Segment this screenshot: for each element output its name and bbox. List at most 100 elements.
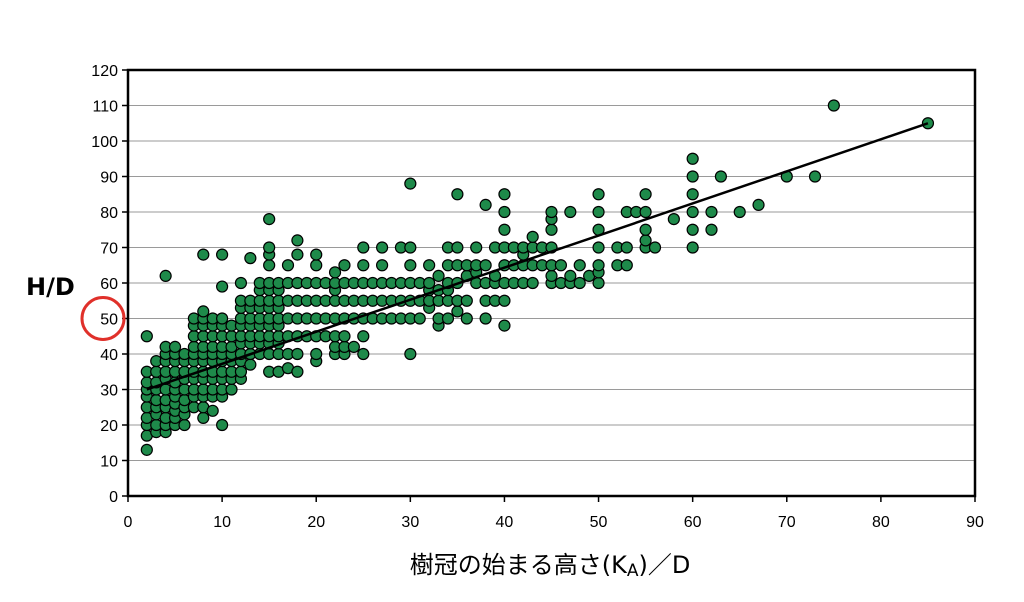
- data-point: [244, 252, 257, 265]
- y-tick-label: 40: [100, 347, 118, 364]
- y-tick-label: 50: [100, 312, 118, 329]
- data-point: [554, 259, 568, 272]
- data-point: [404, 259, 417, 272]
- plot-area-frame: [126, 68, 977, 498]
- data-point: [451, 241, 464, 254]
- data-point: [404, 177, 417, 190]
- data-point: [357, 330, 370, 343]
- data-point: [592, 259, 605, 272]
- data-point: [216, 312, 229, 325]
- y-tick-label: 20: [100, 418, 118, 435]
- y-tick-label: 60: [100, 276, 118, 293]
- data-point: [667, 213, 680, 226]
- data-point: [281, 259, 295, 272]
- data-point: [573, 259, 586, 272]
- x-tick-label: 80: [872, 514, 890, 531]
- data-point: [263, 259, 276, 272]
- data-point: [357, 347, 370, 361]
- data-point: [291, 248, 304, 261]
- data-point: [423, 276, 436, 290]
- data-point: [216, 248, 229, 261]
- y-tick-label: 10: [100, 454, 118, 471]
- data-point: [639, 234, 652, 247]
- y-tick-label: 80: [100, 205, 118, 222]
- data-point: [263, 241, 276, 254]
- data-point: [291, 347, 304, 361]
- x-axis-label: 樹冠の始まる高さ(KA)／D: [410, 551, 691, 581]
- y-tick-label: 0: [109, 489, 118, 506]
- data-point: [686, 188, 699, 201]
- data-point: [564, 205, 577, 219]
- data-point: [592, 241, 605, 254]
- data-point: [639, 223, 652, 236]
- data-point: [620, 259, 633, 272]
- data-point: [413, 312, 426, 325]
- data-point: [423, 259, 436, 272]
- data-point: [827, 99, 840, 112]
- data-point: [197, 411, 210, 424]
- y-tick-label: 100: [91, 134, 118, 151]
- data-point: [140, 330, 153, 343]
- data-point: [498, 223, 511, 236]
- data-point: [206, 404, 219, 417]
- data-point: [404, 347, 417, 361]
- data-point: [328, 266, 342, 279]
- data-point: [168, 340, 182, 353]
- data-point: [733, 205, 746, 219]
- y-axis-label: H/D: [26, 273, 75, 301]
- y-tick-label: 90: [100, 170, 118, 187]
- data-point: [498, 294, 511, 307]
- data-point: [639, 205, 652, 219]
- data-point: [545, 269, 558, 282]
- x-axis-label-main: 樹冠の始まる高さ(K: [410, 551, 628, 579]
- x-tick-label: 90: [966, 514, 984, 531]
- trendline: [146, 122, 929, 391]
- x-tick-label: 30: [401, 514, 419, 531]
- data-point: [592, 276, 605, 290]
- data-point: [460, 312, 473, 325]
- data-point: [338, 259, 351, 272]
- data-point: [714, 170, 728, 183]
- y-tick-label: 120: [91, 63, 118, 80]
- data-point: [705, 205, 718, 219]
- data-point: [479, 312, 492, 325]
- data-point: [686, 223, 699, 236]
- data-point: [498, 188, 511, 201]
- data-point: [234, 365, 248, 378]
- data-point: [460, 294, 473, 307]
- data-point: [310, 259, 323, 272]
- data-point: [451, 305, 464, 318]
- data-point: [234, 276, 248, 290]
- data-point: [686, 205, 699, 219]
- data-point: [498, 319, 511, 332]
- data-point: [291, 365, 304, 378]
- data-point: [526, 276, 539, 290]
- data-point: [357, 241, 370, 254]
- data-point: [479, 198, 492, 211]
- x-tick-label: 60: [684, 514, 702, 531]
- data-point: [216, 418, 229, 432]
- data-point: [620, 241, 633, 254]
- data-point: [808, 170, 822, 183]
- data-point: [197, 248, 210, 261]
- y-tick-label: 110: [92, 99, 118, 116]
- data-point: [451, 188, 464, 201]
- data-point: [310, 347, 323, 361]
- data-points: [140, 99, 935, 456]
- data-point: [470, 241, 483, 254]
- data-point: [592, 188, 605, 201]
- data-point: [347, 340, 360, 353]
- data-point: [526, 230, 539, 243]
- data-point: [686, 241, 699, 254]
- data-point: [432, 269, 445, 282]
- data-point: [197, 305, 210, 318]
- data-point: [244, 358, 257, 371]
- data-point: [479, 259, 492, 272]
- data-point: [564, 269, 577, 282]
- x-tick-label: 70: [778, 514, 796, 531]
- data-point: [159, 269, 172, 282]
- x-tick-label: 40: [496, 514, 514, 531]
- data-point: [178, 418, 191, 432]
- data-point: [752, 198, 765, 211]
